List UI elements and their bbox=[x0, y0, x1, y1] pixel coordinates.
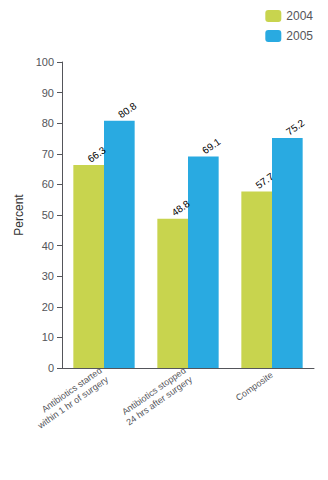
svg-text:90: 90 bbox=[42, 87, 54, 99]
svg-text:69.1: 69.1 bbox=[200, 136, 223, 156]
svg-text:80: 80 bbox=[42, 117, 54, 129]
svg-text:Composite: Composite bbox=[234, 370, 275, 403]
svg-text:66.3: 66.3 bbox=[86, 144, 109, 164]
svg-text:30: 30 bbox=[42, 270, 54, 282]
svg-text:48.8: 48.8 bbox=[170, 198, 193, 218]
svg-text:Percent: Percent bbox=[12, 194, 26, 236]
svg-text:2004: 2004 bbox=[286, 9, 313, 23]
svg-text:100: 100 bbox=[36, 56, 54, 68]
svg-text:75.2: 75.2 bbox=[284, 117, 307, 137]
svg-text:20: 20 bbox=[42, 301, 54, 313]
svg-text:40: 40 bbox=[42, 240, 54, 252]
svg-text:80.8: 80.8 bbox=[116, 100, 139, 120]
svg-text:10: 10 bbox=[42, 331, 54, 343]
svg-text:within 1 hr of surgery: within 1 hr of surgery bbox=[35, 374, 110, 431]
svg-text:2005: 2005 bbox=[286, 29, 313, 43]
svg-text:50: 50 bbox=[42, 209, 54, 221]
svg-text:0: 0 bbox=[48, 362, 54, 374]
svg-text:57.7: 57.7 bbox=[254, 171, 277, 191]
svg-text:24 hrs after surgery: 24 hrs after surgery bbox=[124, 374, 194, 427]
svg-text:60: 60 bbox=[42, 178, 54, 190]
svg-text:Antibiotics stopped: Antibiotics stopped bbox=[120, 365, 188, 417]
svg-text:70: 70 bbox=[42, 148, 54, 160]
svg-text:Antibiotics started: Antibiotics started bbox=[39, 365, 104, 415]
